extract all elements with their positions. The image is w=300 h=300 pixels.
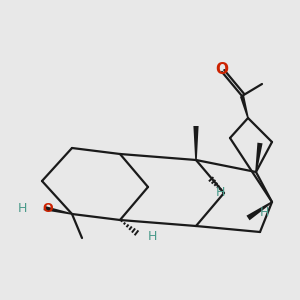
Text: H: H bbox=[147, 230, 157, 242]
Polygon shape bbox=[194, 126, 199, 160]
Text: H: H bbox=[17, 202, 27, 214]
Polygon shape bbox=[255, 142, 262, 172]
Text: O: O bbox=[43, 202, 53, 214]
Text: O: O bbox=[215, 62, 229, 77]
Polygon shape bbox=[240, 95, 249, 118]
Polygon shape bbox=[246, 201, 272, 220]
Text: H: H bbox=[259, 206, 269, 218]
Text: H: H bbox=[215, 185, 225, 199]
Polygon shape bbox=[44, 206, 72, 215]
